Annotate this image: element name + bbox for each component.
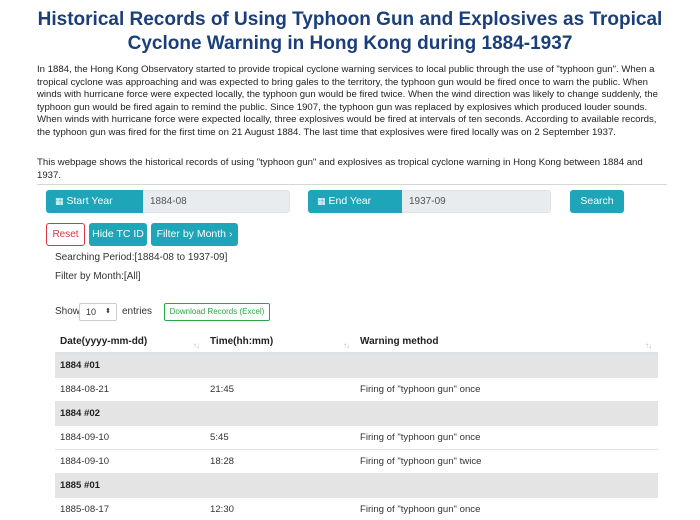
chevron-down-icon: ⬍: [105, 308, 111, 315]
end-label-text: End Year Month: [317, 195, 372, 230]
reset-button[interactable]: Reset: [46, 223, 85, 246]
table-header: Date(yyyy-mm-dd) ↑↓ Time(hh:mm) ↑↓ Warni…: [55, 328, 658, 354]
download-records-button[interactable]: Download Records (Excel): [164, 303, 270, 321]
column-header-date[interactable]: Date(yyyy-mm-dd) ↑↓: [55, 328, 205, 354]
warning-method-cell: Firing of "typhoon gun" once: [360, 504, 481, 515]
column-header-time[interactable]: Time(hh:mm) ↑↓: [205, 328, 355, 354]
show-label: Show: [55, 306, 81, 317]
table-row: 1885-08-17 12:30 Firing of "typhoon gun" o…: [55, 498, 658, 520]
group-label: 1885 #01: [60, 480, 101, 491]
date-header-label: Date(yyyy-mm-dd): [60, 336, 148, 347]
date-cell: 1885-08-17: [60, 504, 110, 515]
start-year-month-label: ▦Start Year Month: [46, 190, 143, 230]
intro-paragraph: In 1884, the Hong Kong Observatory start…: [37, 64, 658, 138]
sort-icon: ↑↓: [193, 341, 200, 350]
divider: [37, 184, 667, 185]
table-row: 1884-09-10 5:45 Firing of "typhoon gun" on…: [55, 426, 658, 450]
filter-month-info: Filter by Month:[All]: [55, 271, 141, 282]
group-row: 1884 #02: [55, 402, 658, 426]
warning-method-cell: Firing of "typhoon gun" once: [360, 384, 481, 395]
entries-label: entries: [122, 306, 153, 317]
time-header-label: Time(hh:mm): [210, 336, 274, 347]
date-cell: 1884-08-21: [60, 384, 110, 395]
records-table: Date(yyyy-mm-dd) ↑↓ Time(hh:mm) ↑↓ Warni…: [55, 328, 658, 520]
calendar-icon: ▦: [55, 196, 64, 206]
column-header-warning-method[interactable]: Warning method ↑↓: [355, 328, 658, 354]
time-cell: 12:30: [210, 504, 235, 515]
calendar-icon: ▦: [317, 196, 326, 206]
entries-select[interactable]: 10 ⬍: [79, 303, 117, 321]
page-title: Historical Records of Using Typhoon Gun …: [37, 9, 663, 54]
time-cell: 18:28: [210, 456, 235, 467]
table-body: 1884 #01 1884-08-21 21:45 Firing of "typhoo…: [55, 354, 658, 520]
chevron-right-icon: ›: [228, 228, 233, 240]
search-button[interactable]: Search: [570, 190, 624, 213]
time-cell: 5:45: [210, 432, 229, 443]
searching-period: Searching Period:[1884-08 to 1937-09]: [55, 252, 228, 263]
date-cell: 1884-09-10: [60, 456, 110, 467]
date-cell: 1884-09-10: [60, 432, 110, 443]
time-cell: 21:45: [210, 384, 235, 395]
sort-icon: ↑↓: [645, 341, 652, 350]
entries-select-value: 10: [86, 307, 97, 317]
warning-method-cell: Firing of "typhoon gun" twice: [360, 456, 482, 467]
description-paragraph: This webpage shows the historical record…: [37, 157, 643, 181]
group-row: 1884 #01: [55, 354, 658, 378]
filter-by-month-button[interactable]: Filter by Month ›: [151, 223, 238, 246]
sort-icon: ↑↓: [343, 341, 350, 350]
filter-label: Filter by Month: [156, 228, 227, 240]
warning-method-cell: Firing of "typhoon gun" once: [360, 432, 481, 443]
group-label: 1884 #02: [60, 408, 101, 419]
table-row: 1884-08-21 21:45 Firing of "typhoon gun" o…: [55, 378, 658, 402]
hide-tc-id-button[interactable]: Hide TC ID: [89, 223, 147, 246]
group-label: 1884 #01: [60, 360, 101, 371]
table-row: 1884-09-10 18:28 Firing of "typhoon gun" t…: [55, 450, 658, 474]
end-year-month-label: ▦ End Year Month: [308, 190, 402, 230]
method-header-label: Warning method: [360, 336, 439, 347]
group-row: 1885 #01: [55, 474, 658, 498]
start-year-month-input[interactable]: 1884-08: [143, 190, 290, 213]
end-year-month-input[interactable]: 1937-09: [402, 190, 551, 213]
